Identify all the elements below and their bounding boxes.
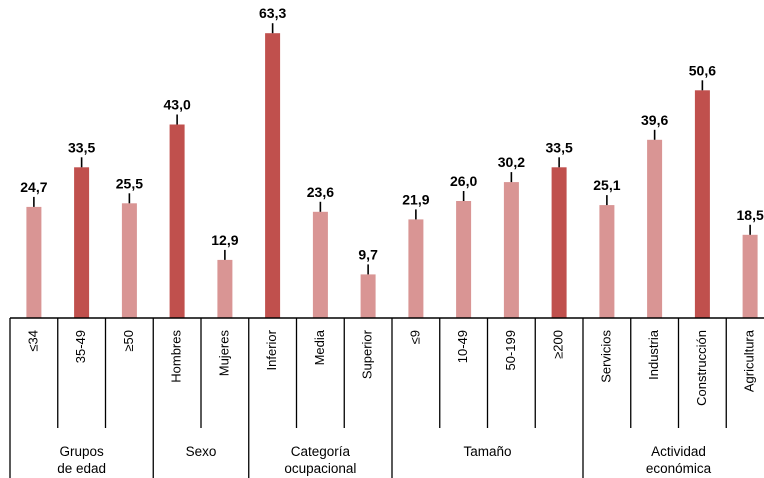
category-label-13: Industria bbox=[646, 329, 661, 380]
category-label-8: ≤9 bbox=[407, 330, 422, 344]
category-label-5: Inferior bbox=[264, 329, 279, 370]
value-label-5: 63,3 bbox=[259, 5, 286, 21]
bar-3 bbox=[169, 124, 185, 318]
bar-13 bbox=[647, 139, 663, 318]
value-label-11: 33,5 bbox=[546, 139, 573, 155]
category-label-2: ≥50 bbox=[121, 330, 136, 352]
category-label-11: ≥200 bbox=[551, 330, 566, 359]
bar-15 bbox=[742, 234, 758, 319]
value-label-10: 30,2 bbox=[498, 154, 525, 170]
bar-8 bbox=[408, 219, 424, 318]
value-label-14: 50,6 bbox=[689, 62, 716, 78]
bar-9 bbox=[456, 201, 472, 318]
bar-2 bbox=[121, 203, 137, 319]
category-label-0: ≤34 bbox=[25, 330, 40, 352]
bar-10 bbox=[503, 182, 519, 318]
category-label-15: Agricultura bbox=[742, 329, 757, 392]
group-label-4: Actividad bbox=[651, 444, 706, 459]
value-label-8: 21,9 bbox=[402, 191, 429, 207]
value-label-9: 26,0 bbox=[450, 173, 477, 189]
bar-6 bbox=[312, 211, 328, 318]
group-label-2: ocupacional bbox=[284, 461, 356, 476]
category-axis bbox=[9, 317, 764, 478]
value-label-2: 25,5 bbox=[116, 175, 143, 191]
category-label-6: Media bbox=[312, 329, 327, 365]
bar-0 bbox=[26, 206, 42, 318]
bar-14 bbox=[694, 90, 710, 318]
category-label-9: 10-49 bbox=[455, 330, 470, 363]
value-label-4: 12,9 bbox=[211, 232, 238, 248]
group-label-4: económica bbox=[646, 461, 712, 476]
bar-7 bbox=[360, 274, 376, 318]
value-label-6: 23,6 bbox=[307, 184, 334, 200]
group-label-3: Tamaño bbox=[463, 444, 511, 459]
category-label-7: Superior bbox=[360, 329, 375, 379]
value-label-13: 39,6 bbox=[641, 112, 668, 128]
category-label-3: Hombres bbox=[169, 330, 184, 383]
bar-4 bbox=[217, 259, 233, 318]
group-label-0: de edad bbox=[57, 461, 106, 476]
category-label-14: Construcción bbox=[694, 330, 709, 406]
bar-11 bbox=[551, 167, 567, 319]
labels-layer: 24,7 33,5 25,5 43,0 12,9 63,3 23,6 9,7 21,9 26,0 3… bbox=[20, 5, 764, 476]
category-label-1: 35-49 bbox=[73, 330, 88, 363]
group-label-0: Grupos bbox=[59, 444, 104, 459]
value-label-7: 9,7 bbox=[358, 246, 378, 262]
value-label-0: 24,7 bbox=[20, 179, 47, 195]
value-label-3: 43,0 bbox=[164, 97, 191, 113]
bars-layer bbox=[26, 23, 758, 319]
group-label-1: Sexo bbox=[186, 444, 217, 459]
value-label-1: 33,5 bbox=[68, 139, 95, 155]
bar-5 bbox=[265, 33, 281, 318]
bar-12 bbox=[599, 205, 615, 318]
value-label-15: 18,5 bbox=[737, 207, 764, 223]
category-label-12: Servicios bbox=[598, 330, 613, 383]
group-label-2: Categoría bbox=[291, 444, 351, 459]
bar-1 bbox=[74, 167, 90, 319]
category-label-10: 50-199 bbox=[503, 330, 518, 370]
value-label-12: 25,1 bbox=[593, 177, 620, 193]
category-label-4: Mujeres bbox=[216, 330, 231, 377]
